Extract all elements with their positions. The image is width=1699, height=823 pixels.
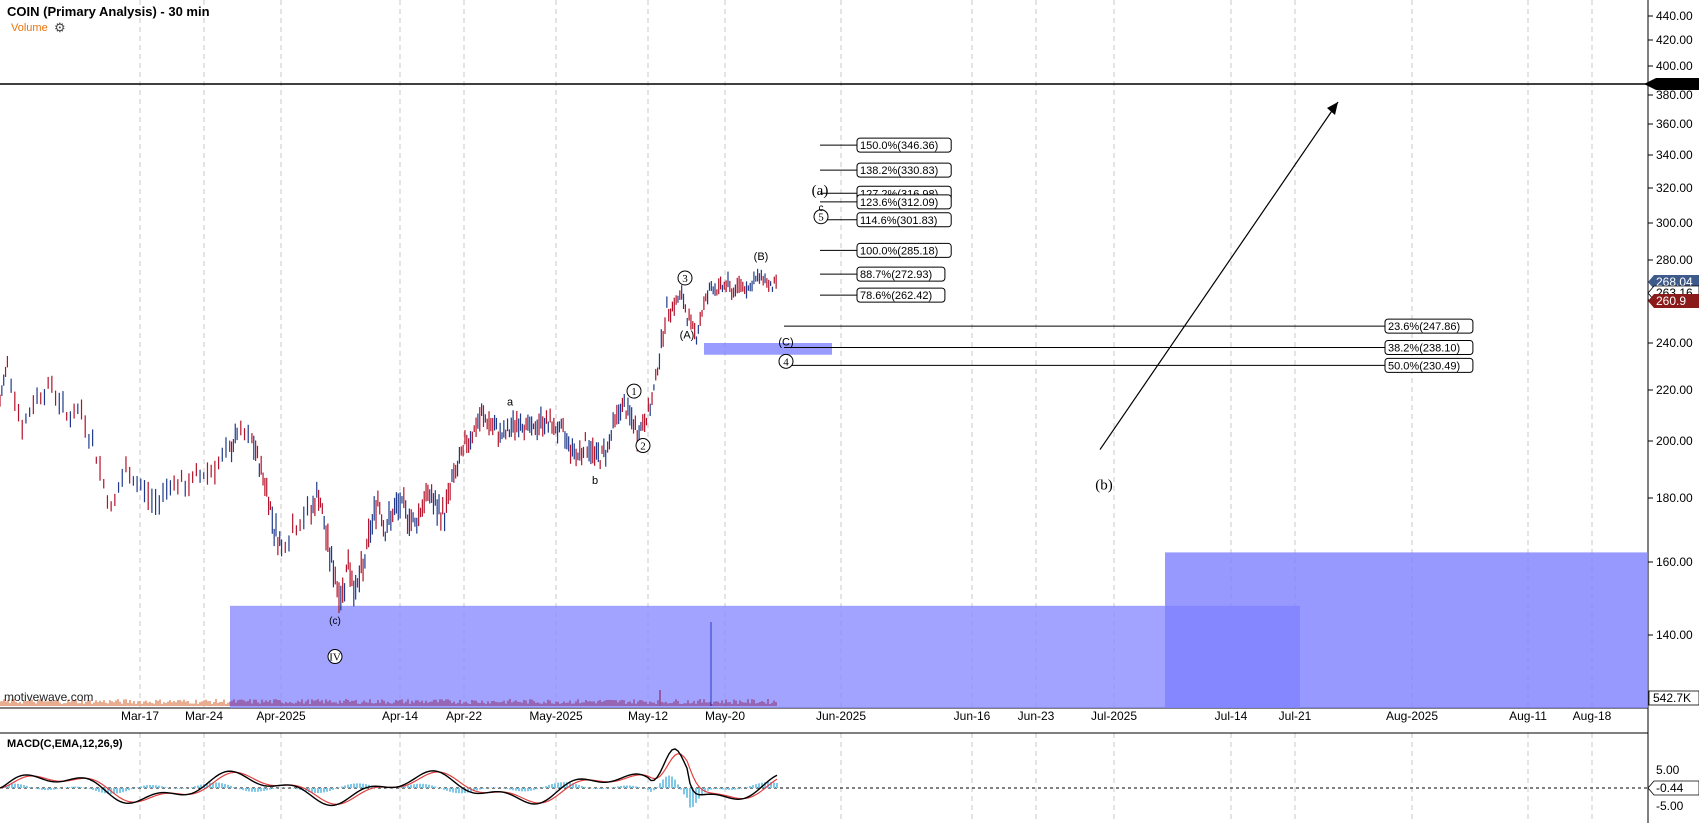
wave-label-circle — [813, 209, 829, 225]
macd-line — [0, 748, 778, 807]
price-axis-label: 360.00 — [1656, 117, 1693, 131]
time-axis-label: Jul-2025 — [1091, 709, 1137, 723]
time-axis-label: Jul-21 — [1279, 709, 1312, 723]
wave-label: b — [592, 475, 598, 487]
wave-label: (b) — [1095, 477, 1113, 493]
fib-level-label: 23.6%(247.86) — [1388, 321, 1460, 333]
volume-tag-label: 542.7K — [1653, 691, 1691, 705]
macd-label: MACD(C,EMA,12,26,9) — [7, 738, 123, 750]
last-price-tag — [1648, 275, 1699, 289]
wave-label: (B) — [754, 251, 769, 263]
time-axis-label: Apr-22 — [446, 709, 482, 723]
time-axis-label: Aug-11 — [1509, 709, 1547, 723]
price-axis-label: 380.00 — [1656, 88, 1693, 102]
time-axis-label: May-2025 — [529, 709, 583, 723]
time-axis-label: Aug-2025 — [1386, 709, 1438, 723]
wave-label-circle — [626, 383, 642, 399]
macd-last-tag — [1647, 780, 1699, 796]
time-axis-label: May-12 — [628, 709, 668, 723]
price-axis-label: 180.00 — [1656, 491, 1693, 505]
fib-level-box — [856, 137, 952, 153]
price-axis-label: 420.00 — [1656, 33, 1693, 47]
price-axis-label: 340.00 — [1656, 148, 1693, 162]
fib-level-label: 50.0%(230.49) — [1388, 360, 1460, 372]
wave-label: (a) — [812, 183, 829, 199]
macd-axis-label: -5.00 — [1656, 799, 1684, 813]
price-axis-label: 220.00 — [1656, 383, 1693, 397]
wave-label-circle — [677, 270, 693, 286]
price-axis-label: 280.00 — [1656, 253, 1693, 267]
fib-level-box — [856, 242, 952, 258]
volume-indicator-label[interactable]: Volume — [11, 22, 48, 34]
time-axis-label: Jun-16 — [954, 709, 991, 723]
price-axis-label: 400.00 — [1656, 59, 1693, 73]
fib-level-label: 100.0%(285.18) — [860, 245, 938, 257]
fib-level-box — [856, 194, 952, 210]
last-price-label: 268.04 — [1656, 275, 1693, 289]
wave-label: 2 — [640, 441, 646, 453]
time-axis-label: Jul-14 — [1215, 709, 1248, 723]
projection-arrow-line — [1099, 101, 1339, 450]
wave-label-circle — [327, 649, 343, 665]
last-price-label: 260.9 — [1656, 294, 1686, 308]
price-axis-label: 300.00 — [1656, 216, 1693, 230]
time-axis-label: Mar-17 — [121, 709, 159, 723]
time-axis-label: Mar-24 — [185, 709, 223, 723]
time-axis-label: Jun-23 — [1018, 709, 1055, 723]
wave-label: (A) — [680, 330, 695, 342]
price-axis-label: 240.00 — [1656, 336, 1693, 350]
price-axis-label: 160.00 — [1656, 555, 1693, 569]
price-axis-label: 440.00 — [1656, 9, 1693, 23]
fib-level-box — [856, 287, 946, 303]
time-axis-label: Aug-18 — [1573, 709, 1612, 723]
wave-label-circle — [635, 438, 651, 454]
wave-label: a — [507, 396, 514, 408]
watermark: motivewave.com — [4, 690, 94, 704]
macd-axis-label: 5.00 — [1656, 763, 1680, 777]
time-axis-label: Apr-14 — [382, 709, 418, 723]
fib-level-box — [1384, 318, 1474, 334]
wave-label: (C) — [778, 336, 793, 348]
fib-level-box — [856, 266, 946, 282]
fib-level-box — [856, 162, 952, 178]
fib-level-box — [856, 212, 952, 228]
wave-label: (c) — [329, 616, 341, 627]
wave-label: 4 — [783, 356, 789, 368]
crosshair-marker — [1644, 78, 1699, 90]
wave-label: 3 — [682, 273, 688, 285]
volume-tag-box — [1648, 690, 1699, 706]
wave-label: IV — [329, 652, 341, 664]
price-axis-label: 200.00 — [1656, 434, 1693, 448]
chart-title: COIN (Primary Analysis) - 30 min — [7, 4, 210, 19]
wave-label-circle — [778, 353, 794, 369]
time-axis-label: Apr-2025 — [256, 709, 306, 723]
wave-label: c — [819, 203, 824, 214]
fib-level-label: 38.2%(238.10) — [1388, 342, 1460, 354]
gear-icon[interactable]: ⚙ — [54, 20, 66, 35]
macd-last-label: -0.44 — [1656, 781, 1684, 795]
fib-level-label: 123.6%(312.09) — [860, 197, 938, 209]
target-zone — [230, 605, 1300, 708]
price-axis-label: 140.00 — [1656, 628, 1693, 642]
fib-level-label: 150.0%(346.36) — [860, 140, 938, 152]
fib-level-box — [1384, 357, 1474, 373]
fib-level-box — [1384, 339, 1474, 355]
macd-signal-line — [0, 753, 778, 805]
last-price-tag — [1648, 294, 1699, 308]
time-axis-label: May-20 — [705, 709, 745, 723]
price-axis-label: 320.00 — [1656, 181, 1693, 195]
time-axis-label: Jun-2025 — [816, 709, 866, 723]
fib-level-label: 78.6%(262.42) — [860, 290, 932, 302]
wave-label: 5 — [818, 212, 824, 224]
fib-level-label: 114.6%(301.83) — [860, 215, 937, 227]
wave-label: 1 — [631, 386, 637, 398]
target-zone — [704, 343, 832, 355]
fib-level-label: 138.2%(330.83) — [860, 165, 938, 177]
fib-level-label: 88.7%(272.93) — [860, 269, 932, 281]
projection-arrow-head — [1327, 102, 1338, 115]
target-zone — [1165, 552, 1648, 708]
